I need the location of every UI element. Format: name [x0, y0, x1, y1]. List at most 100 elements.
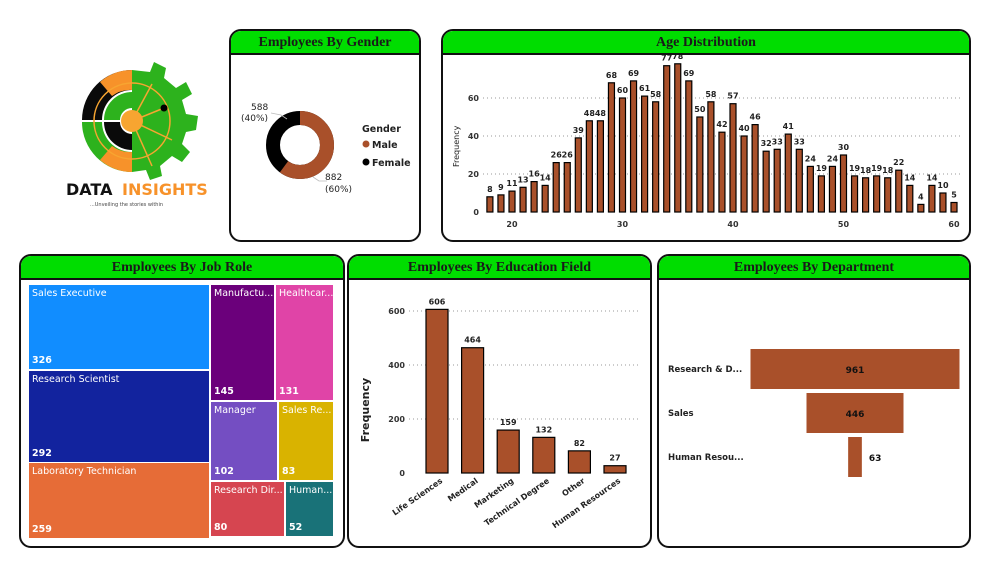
age-bar[interactable] — [784, 133, 792, 213]
edu-bar[interactable] — [567, 450, 591, 474]
treemap-tile[interactable]: Laboratory Technician 259 — [29, 463, 209, 538]
age-bar[interactable] — [486, 196, 494, 213]
edu-bar[interactable] — [603, 465, 627, 474]
age-data-label: 40 — [738, 124, 750, 133]
dept-bar[interactable] — [848, 437, 862, 477]
tile-value: 292 — [32, 448, 52, 459]
education-y-axis-label: Frequency — [359, 378, 372, 442]
age-data-label: 48 — [584, 109, 596, 118]
treemap-tile[interactable]: Human... 52 — [286, 482, 333, 536]
age-bar[interactable] — [541, 184, 549, 213]
treemap-tile[interactable]: Sales Executive 326 — [29, 285, 209, 369]
age-bar[interactable] — [585, 120, 593, 213]
age-bar[interactable] — [497, 194, 505, 213]
age-data-label: 19 — [871, 164, 883, 173]
legend-male[interactable]: Male — [372, 140, 398, 151]
age-bar[interactable] — [895, 169, 903, 213]
dept-data-label: 63 — [869, 454, 882, 464]
age-bar[interactable] — [939, 192, 947, 213]
age-data-label: 11 — [506, 179, 518, 188]
edu-bar[interactable] — [460, 347, 485, 474]
logo-title: DATA — [66, 180, 113, 199]
age-data-label: 30 — [838, 143, 850, 152]
age-data-label: 33 — [772, 137, 783, 146]
donut-slice-male[interactable] — [266, 111, 334, 179]
edu-x-tick: Life Sciences — [391, 476, 445, 517]
treemap-tile[interactable]: Sales Re... 83 — [279, 402, 333, 480]
age-x-tick: 40 — [727, 220, 739, 229]
age-bar[interactable] — [596, 120, 604, 213]
dept-bar[interactable] — [750, 349, 960, 389]
age-data-label: 41 — [783, 122, 795, 131]
age-data-label: 19 — [816, 164, 828, 173]
logo: DATA INSIGHTS ...Unveiling the stories w… — [40, 40, 220, 220]
age-bar[interactable] — [563, 161, 571, 213]
age-data-label: 78 — [672, 55, 684, 61]
age-bar[interactable] — [873, 175, 881, 213]
age-bar[interactable] — [707, 101, 715, 213]
age-bar[interactable] — [685, 80, 693, 213]
treemap-tile[interactable]: Manufactu... 145 — [211, 285, 274, 400]
age-bar[interactable] — [740, 135, 748, 213]
age-data-label: 5 — [951, 191, 957, 200]
age-bar[interactable] — [629, 80, 638, 213]
education-title: Employees By Education Field — [349, 256, 650, 280]
age-bar[interactable] — [663, 65, 671, 213]
legend-female[interactable]: Female — [372, 158, 411, 169]
age-bar[interactable] — [618, 97, 627, 213]
age-data-label: 14 — [904, 173, 916, 182]
female-pct-label: (40%) — [241, 114, 268, 124]
age-data-label: 8 — [487, 185, 493, 194]
treemap-tile[interactable]: Manager 102 — [211, 402, 277, 480]
age-bar[interactable] — [884, 177, 892, 213]
age-bar[interactable] — [652, 101, 660, 213]
age-bar[interactable] — [641, 95, 649, 213]
treemap-tile[interactable]: Research Scientist 292 — [29, 371, 209, 462]
edu-bar[interactable] — [425, 308, 449, 474]
age-bar[interactable] — [552, 161, 560, 213]
age-bar[interactable] — [950, 201, 958, 213]
age-bar[interactable] — [773, 148, 781, 213]
gender-donut-chart: 588 (40%) 882 (60%) Gender Male Female — [241, 103, 411, 195]
edu-data-label: 464 — [464, 336, 481, 345]
edu-y-tick: 600 — [388, 307, 405, 316]
age-bar[interactable] — [519, 186, 527, 213]
age-data-label: 4 — [918, 192, 924, 201]
dept-bar[interactable] — [806, 393, 904, 433]
age-bar[interactable] — [751, 123, 759, 213]
age-bar[interactable] — [762, 150, 770, 213]
age-bar[interactable] — [828, 165, 837, 213]
gear-logo-icon: DATA INSIGHTS ...Unveiling the stories w… — [66, 62, 208, 208]
treemap-tile[interactable]: Research Dir... 80 — [211, 482, 284, 536]
age-bar[interactable] — [530, 180, 538, 213]
age-bar[interactable] — [917, 203, 925, 213]
age-data-label: 26 — [551, 151, 563, 160]
age-bar[interactable] — [817, 175, 825, 213]
age-bar[interactable] — [839, 154, 848, 213]
age-bar[interactable] — [795, 148, 803, 213]
age-bar[interactable] — [928, 184, 936, 213]
edu-bar[interactable] — [496, 429, 520, 474]
dept-category-label: Human Resou... — [668, 453, 744, 463]
edu-data-label: 132 — [535, 425, 552, 434]
department-funnel-chart: 961 Research & D... 446 Sales 63 Human Resou.… — [668, 349, 960, 477]
age-bar[interactable] — [607, 82, 616, 213]
age-bar[interactable] — [696, 116, 704, 213]
tile-label: Sales Re... — [282, 405, 332, 416]
age-bar[interactable] — [729, 103, 737, 213]
age-bar[interactable] — [508, 190, 516, 213]
age-bar[interactable] — [862, 177, 870, 213]
edu-bar[interactable] — [532, 436, 556, 474]
age-y-axis-label: Frequency — [452, 125, 461, 167]
age-bar[interactable] — [674, 63, 682, 213]
age-bar[interactable] — [718, 131, 726, 213]
age-bar[interactable] — [850, 175, 859, 213]
tile-label: Sales Executive — [32, 288, 107, 299]
age-bar[interactable] — [906, 184, 914, 213]
age-bar[interactable] — [574, 137, 582, 213]
age-data-label: 61 — [639, 84, 651, 93]
age-bar[interactable] — [806, 165, 814, 213]
age-y-tick: 40 — [468, 132, 480, 141]
treemap-tile[interactable]: Healthcar... 131 — [276, 285, 333, 400]
age-data-label: 60 — [617, 86, 629, 95]
